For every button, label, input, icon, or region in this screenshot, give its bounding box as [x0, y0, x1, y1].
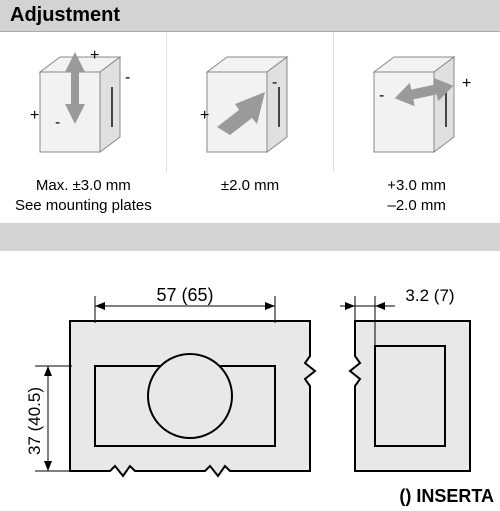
svg-text:-: - — [379, 87, 384, 104]
svg-text:-: - — [55, 114, 60, 131]
inserta-label: () INSERTA — [399, 486, 494, 507]
svg-text:-: - — [272, 74, 277, 91]
svg-text:+: + — [90, 47, 99, 64]
svg-text:-: - — [125, 69, 130, 86]
panel-captions: Max. ±3.0 mm See mounting plates ±2.0 mm… — [0, 172, 500, 223]
panel-height: + - + - — [0, 32, 167, 172]
caption-2-line1: ±2.0 mm — [167, 176, 334, 196]
caption-1-line1: Max. ±3.0 mm — [0, 176, 167, 196]
caption-3-line1: +3.0 mm — [333, 176, 500, 196]
dim-top: 57 (65) — [156, 285, 213, 305]
caption-1: Max. ±3.0 mm See mounting plates — [0, 176, 167, 215]
header-title: Adjustment — [10, 4, 120, 26]
panel-side: - + — [334, 32, 500, 172]
section-header: Adjustment — [0, 0, 500, 32]
caption-1-line2: See mounting plates — [0, 196, 167, 216]
caption-3: +3.0 mm –2.0 mm — [333, 176, 500, 215]
adjustment-panels: + - + - + - - + — [0, 32, 500, 172]
caption-3-line2: –2.0 mm — [333, 196, 500, 216]
svg-text:+: + — [200, 107, 209, 124]
caption-2: ±2.0 mm — [167, 176, 334, 215]
panel-depth: + - — [167, 32, 334, 172]
svg-text:+: + — [462, 75, 471, 92]
dim-right: 3.2 (7) — [405, 286, 454, 305]
technical-drawing: 57 (65) 37 (40.5) 3.2 (7) () INSERTA — [0, 251, 500, 511]
svg-text:+: + — [30, 107, 39, 124]
spacer-bar — [0, 223, 500, 251]
dim-left: 37 (40.5) — [25, 387, 44, 455]
